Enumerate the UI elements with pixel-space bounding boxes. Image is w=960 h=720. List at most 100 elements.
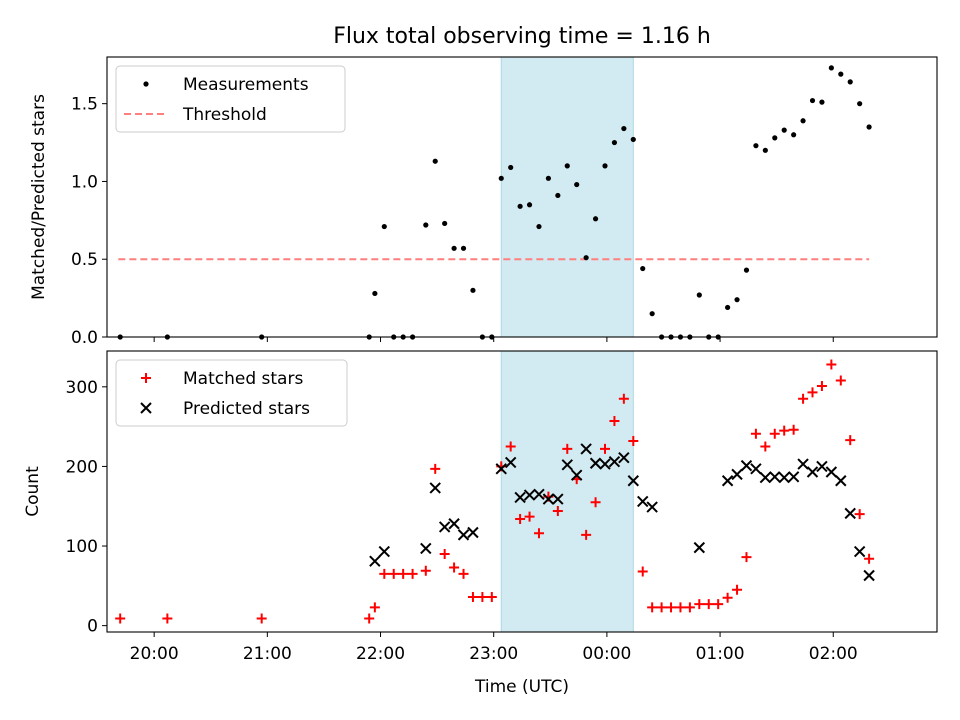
- x-tick-label: 22:00: [356, 644, 405, 664]
- predicted-point: [825, 466, 838, 478]
- matched-point: [486, 591, 497, 602]
- matched-point: [256, 613, 267, 624]
- ratio-panel: 0.0 0.5 1.0 1.5 Matched/Predicted stars Measu…: [29, 56, 938, 348]
- measurement-point: [630, 136, 636, 143]
- matched-point: [816, 381, 827, 392]
- matched-point: [562, 443, 573, 454]
- measurement-point: [753, 143, 759, 149]
- y-tick-label: 0.0: [71, 328, 98, 348]
- measurement-point: [847, 79, 853, 85]
- predicted-point: [853, 545, 866, 558]
- matched-point: [430, 463, 441, 474]
- predicted-point: [495, 463, 507, 475]
- matched-point: [515, 513, 526, 524]
- matched-point: [398, 568, 409, 579]
- predicted-point: [378, 545, 391, 558]
- predicted-point: [759, 471, 772, 484]
- predicted-point: [740, 459, 753, 472]
- legend-marker-predicted: [140, 402, 152, 414]
- predicted-point: [438, 521, 451, 533]
- predicted-point: [618, 451, 630, 464]
- measurement-point: [838, 71, 844, 77]
- count-panel: 0 100 200 300 20:00 21:00 22:00 23:00 00:00 01:00…: [23, 350, 938, 697]
- y-tick-label: 200: [66, 457, 98, 477]
- measurement-point: [470, 287, 476, 293]
- legend-box: [115, 359, 348, 427]
- matched-point: [458, 568, 469, 579]
- legend-label: Matched stars: [183, 369, 303, 389]
- predicted-point: [448, 518, 460, 530]
- matched-point: [590, 497, 601, 508]
- measurement-point: [828, 65, 834, 71]
- predicted-point: [750, 463, 762, 475]
- measurement-point: [517, 203, 523, 209]
- predicted-point: [580, 443, 592, 455]
- x-tick-label: 20:00: [130, 644, 179, 664]
- measurement-point: [611, 139, 618, 146]
- matched-point: [162, 613, 173, 624]
- predicted-point: [533, 488, 545, 500]
- measurement-point: [791, 132, 797, 138]
- predicted-point: [561, 459, 573, 471]
- predicted-point: [769, 471, 781, 483]
- measurement-point: [857, 101, 863, 107]
- legend-box: [115, 65, 346, 133]
- y-tick-label: 0.5: [71, 250, 98, 270]
- axes-frame: [106, 56, 938, 338]
- matched-point: [600, 443, 610, 454]
- predicted-point: [369, 555, 381, 567]
- measurement-point: [809, 97, 816, 104]
- legend-marker-matched: [141, 373, 151, 383]
- matched-point: [524, 511, 535, 522]
- matched-point: [379, 568, 390, 579]
- predicted-point: [552, 493, 564, 505]
- predicted-point: [608, 455, 621, 468]
- x-tick-label: 21:00: [243, 644, 292, 664]
- shaded-span: [500, 350, 634, 633]
- predicted-point: [863, 569, 875, 582]
- measurement-point: [602, 163, 608, 169]
- matched-point: [713, 599, 724, 610]
- matched-point: [769, 428, 780, 439]
- predicted-point: [778, 471, 790, 484]
- measurement-point: [772, 135, 778, 141]
- matched-point: [439, 548, 450, 559]
- matched-point: [647, 602, 658, 613]
- matched-point: [618, 393, 629, 404]
- measurement-point: [621, 125, 627, 132]
- predicted-point: [731, 468, 743, 481]
- measurement-point: [819, 99, 825, 105]
- matched-point: [369, 602, 380, 613]
- predicted-point: [721, 475, 734, 487]
- measurement-point: [545, 175, 552, 181]
- measurement-point: [423, 222, 429, 228]
- matched-point: [675, 602, 686, 613]
- matched-point: [807, 387, 818, 398]
- predicted-point: [835, 475, 847, 487]
- matched-point: [609, 416, 620, 427]
- measurement-point: [696, 292, 702, 298]
- measurement-point: [649, 311, 655, 317]
- x-tick-label: 23:00: [469, 644, 518, 664]
- predicted-point: [637, 495, 649, 508]
- matched-point: [467, 591, 478, 602]
- y-tick-label: 1.5: [71, 95, 98, 115]
- predicted-point: [429, 482, 441, 494]
- matched-point: [703, 599, 714, 610]
- matched-point: [420, 565, 431, 576]
- measurement-point: [800, 118, 806, 124]
- measurement-point: [555, 192, 561, 199]
- matched-point: [798, 393, 809, 404]
- legend-label: Measurements: [183, 75, 309, 95]
- predicted-point: [542, 493, 555, 505]
- predicted-point: [844, 507, 856, 520]
- matched-point: [760, 441, 771, 452]
- measurement-point: [526, 202, 533, 208]
- legend-label: Threshold: [182, 105, 267, 125]
- predicted-point: [420, 542, 432, 555]
- y-tick-label: 1.0: [71, 172, 98, 192]
- chart-title: Flux total observing time = 1.16 h: [333, 24, 711, 49]
- predicted-point: [806, 466, 819, 478]
- measurement-point: [762, 147, 768, 153]
